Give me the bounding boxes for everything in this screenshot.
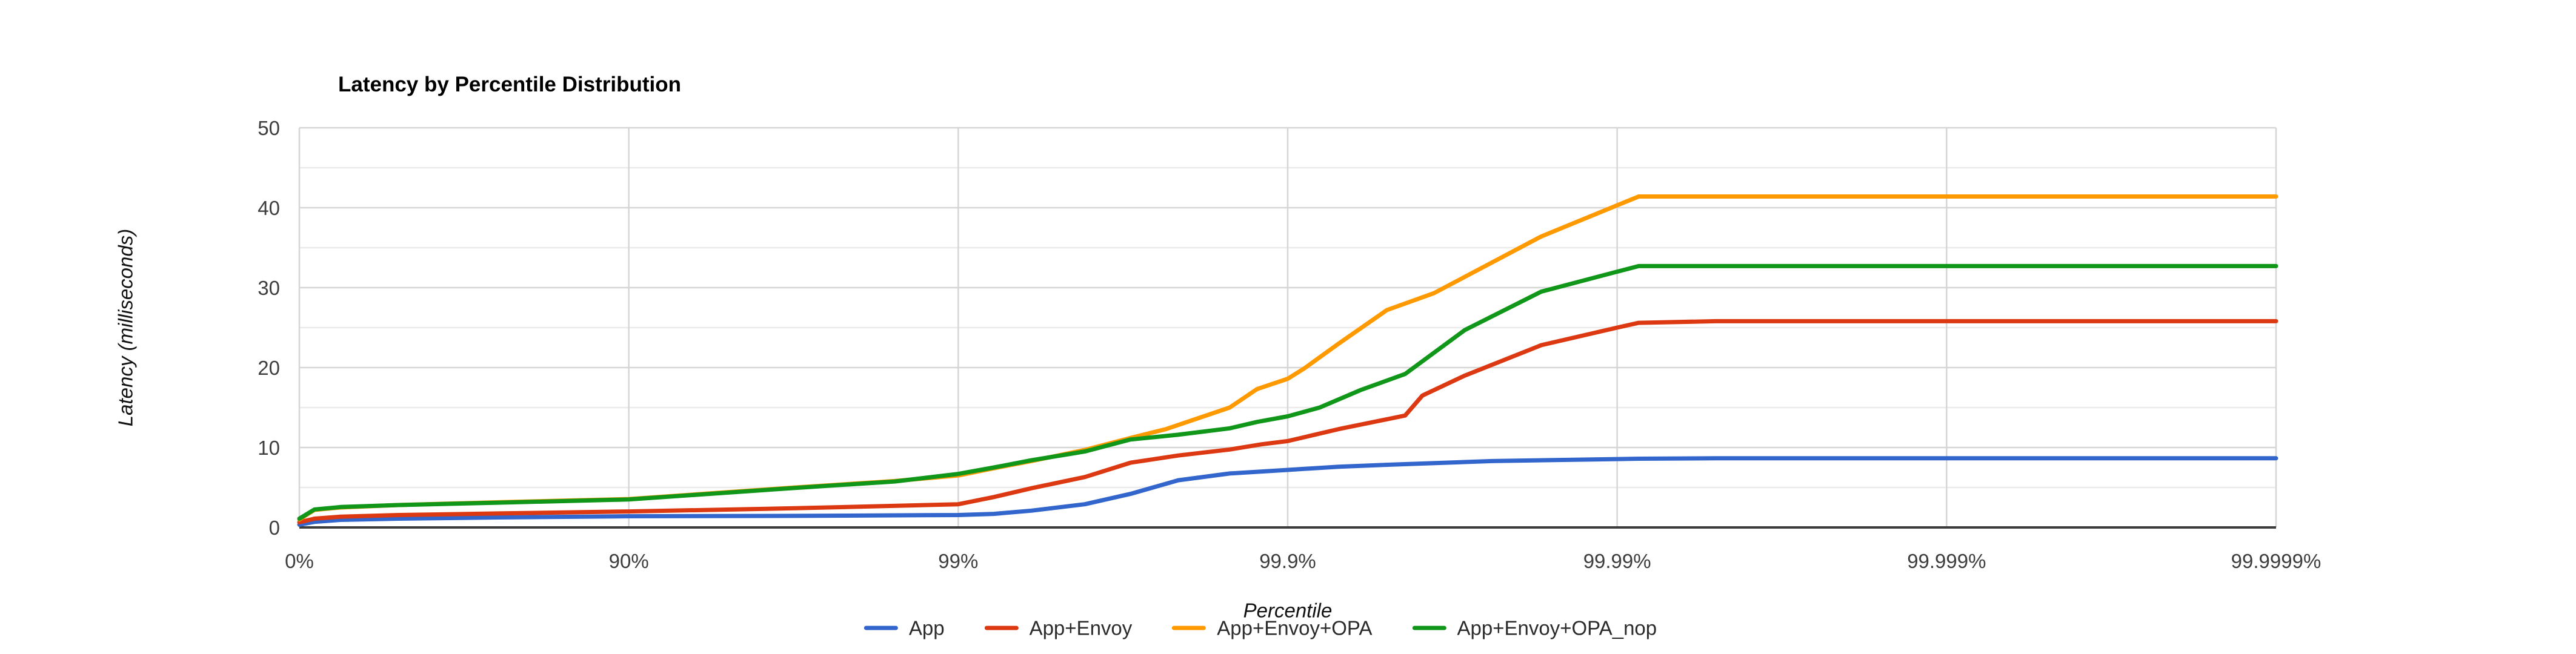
series-line-App+Envoy: [297, 319, 2278, 524]
y-tick-label-0: 0: [269, 517, 280, 539]
y-tick-label-50: 50: [258, 117, 280, 139]
legend-line-marker-icon: [1412, 626, 1446, 630]
x-tick-label-0%: 0%: [285, 550, 314, 572]
legend-item-App+Envoy+OPA: App+Envoy+OPA: [1172, 616, 1373, 639]
x-tick-label-99.999%: 99.999%: [1907, 550, 1986, 572]
legend-label: App+Envoy: [1029, 616, 1133, 639]
y-tick-label-40: 40: [258, 197, 280, 219]
x-tick-label-99.9%: 99.9%: [1259, 550, 1316, 572]
legend-line-marker-icon: [864, 626, 898, 630]
chart-title: Latency by Percentile Distribution: [338, 73, 681, 96]
legend-line-marker-icon: [1172, 626, 1206, 630]
legend-item-App: App: [864, 618, 945, 638]
legend-line-marker-icon: [984, 626, 1019, 630]
legend-item-App+Envoy: App+Envoy: [984, 616, 1133, 639]
legend-label: App: [908, 616, 945, 639]
legend: App App+Envoy App+Envoy+OPA App+Envoy+OPA_n…: [864, 618, 1657, 638]
x-tick-label-90%: 90%: [609, 550, 649, 572]
series-line-App: [297, 456, 2278, 527]
y-tick-label-20: 20: [258, 357, 280, 379]
series-line-App+Envoy+OPA_nop: [297, 263, 2278, 521]
x-tick-label-99.99%: 99.99%: [1583, 550, 1651, 572]
x-tick-label-99.9999%: 99.9999%: [2231, 550, 2321, 572]
y-tick-label-30: 30: [258, 277, 280, 299]
y-tick-label-10: 10: [258, 437, 280, 459]
x-tick-label-99%: 99%: [938, 550, 978, 572]
legend-label: App+Envoy+OPA: [1217, 616, 1373, 639]
x-axis-title: Percentile: [1243, 599, 1333, 622]
legend-item-App+Envoy+OPA_nop: App+Envoy+OPA_nop: [1412, 616, 1657, 639]
legend-label: App+Envoy+OPA_nop: [1457, 616, 1657, 639]
